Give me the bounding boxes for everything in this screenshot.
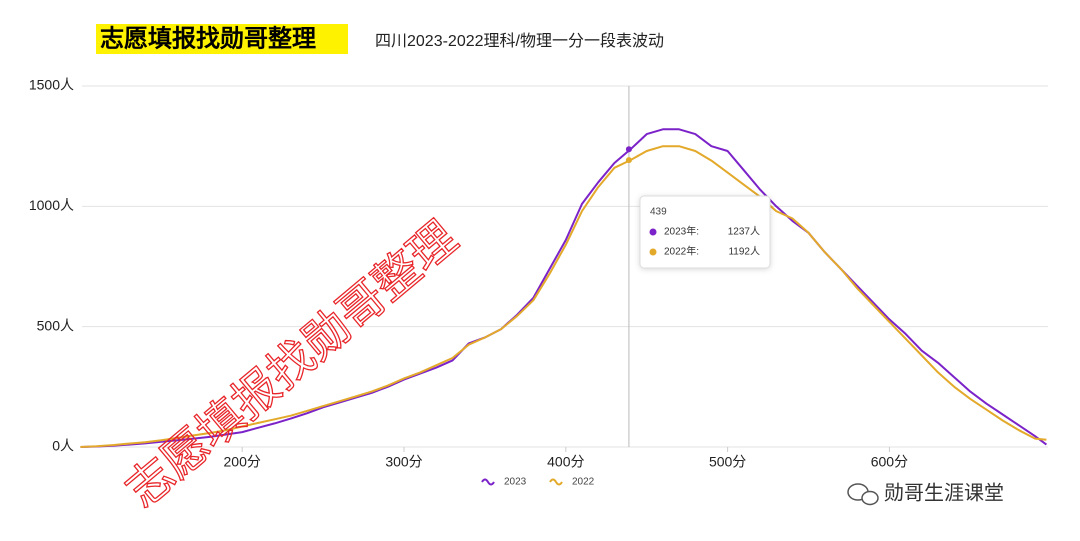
y-tick-label: 1500人 (29, 77, 74, 93)
tooltip-name: 2023年: (664, 225, 699, 238)
tooltip-point (625, 157, 632, 164)
tooltip-swatch (649, 248, 657, 256)
tooltip-name: 2022年: (664, 245, 699, 258)
footer-icon (847, 483, 879, 506)
tooltip-value: 1192人 (728, 246, 760, 258)
plot: 0人 500人 1000人 1500人 200分 300分 400分 500分 600分 439 2… (29, 77, 1048, 488)
x-tick-label: 400分 (547, 454, 584, 470)
y-tick-label: 0人 (52, 438, 74, 454)
legend-label: 2023 (504, 477, 527, 488)
chart-title: 志愿填报找勋哥整理 (100, 25, 316, 52)
tooltip-point (625, 146, 632, 153)
x-tick-label: 300分 (385, 454, 422, 470)
tooltip-value: 1237人 (728, 226, 760, 238)
footer-text: 勋哥生涯课堂 (884, 481, 1004, 504)
y-tick-label: 500人 (37, 317, 74, 333)
legend-icon (549, 478, 563, 486)
x-tick-label: 200分 (224, 454, 261, 470)
x-tick-label: 500分 (709, 454, 746, 470)
chart-subtitle: 四川2023-2022理科/物理一分一段表波动 (375, 32, 664, 50)
tooltip-swatch (649, 228, 657, 236)
tooltip-box (639, 195, 771, 269)
series-line (80, 145, 1047, 448)
title-highlight (96, 24, 348, 54)
tooltip-title: 439 (650, 207, 667, 218)
series-line (80, 128, 1047, 448)
x-tick-label: 600分 (871, 454, 908, 470)
legend-icon (481, 478, 495, 486)
watermark: 志愿填报找勋哥整理 (116, 211, 467, 517)
legend-label: 2022 (572, 477, 595, 488)
y-tick-label: 1000人 (29, 197, 74, 213)
